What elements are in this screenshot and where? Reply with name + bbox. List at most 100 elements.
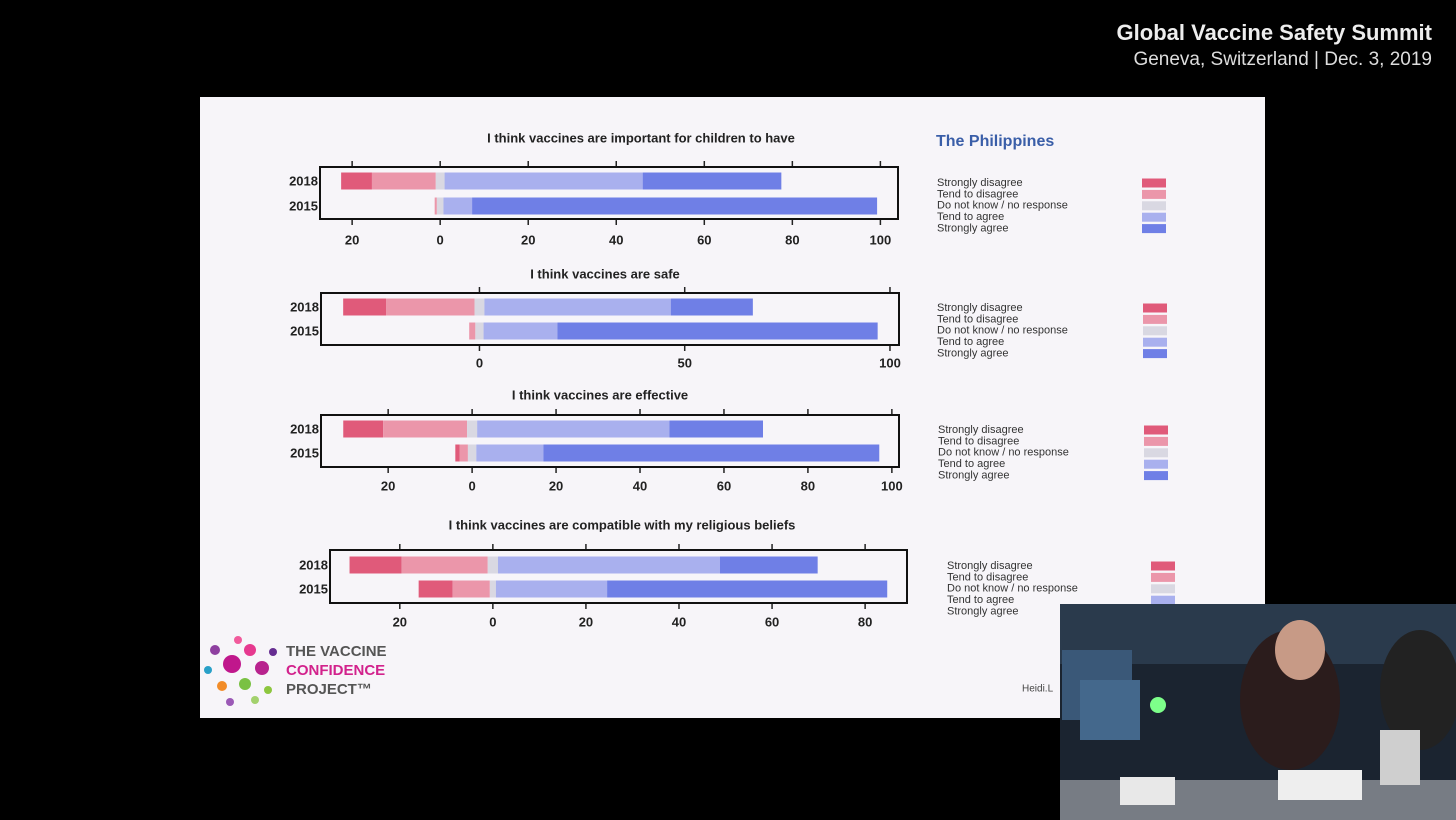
country-title: The Philippines — [936, 133, 1054, 150]
legend-swatch — [1144, 448, 1168, 458]
bar-segment — [401, 556, 488, 574]
x-tick-label: 20 — [521, 232, 535, 247]
legend-swatch — [1143, 337, 1167, 347]
x-tick-label: 100 — [870, 232, 892, 247]
legend-label: Tend to disagree — [937, 313, 1018, 325]
row-label: 2015 — [299, 581, 328, 596]
legend-swatch — [1142, 212, 1166, 222]
plot-frame — [320, 292, 900, 346]
x-tick-label: 80 — [785, 232, 799, 247]
legend-label: Tend to agree — [938, 458, 1005, 470]
legend-swatch — [1151, 584, 1175, 594]
x-tick-label: 60 — [717, 478, 731, 493]
legend-label: Strongly agree — [937, 223, 1009, 235]
bar-segment — [443, 197, 473, 215]
bar-segment — [467, 444, 477, 462]
bar-segment — [383, 420, 468, 438]
bar-segment — [475, 322, 484, 340]
bar-segment — [495, 580, 608, 598]
bar-segment — [607, 580, 888, 598]
logo-text: THE VACCINE — [286, 643, 387, 660]
x-tick-label: 40 — [672, 614, 686, 629]
bar-segment — [459, 444, 468, 462]
row-label: 2018 — [290, 299, 319, 314]
bar-segment — [434, 197, 437, 215]
plot-frame — [320, 414, 900, 468]
legend-label: Do not know / no response — [937, 325, 1068, 337]
legend-swatch — [1142, 189, 1166, 199]
legend-label: Tend to agree — [937, 336, 1004, 348]
x-tick-label: 20 — [549, 478, 563, 493]
row-label: 2018 — [299, 557, 328, 572]
legend-label: Strongly agree — [938, 470, 1010, 482]
bar-segment — [476, 444, 544, 462]
legend-label: Do not know / no response — [947, 583, 1078, 595]
bar-segment — [436, 197, 444, 215]
bar-segment — [343, 420, 384, 438]
legend-label: Strongly disagree — [947, 560, 1033, 572]
x-tick-label: 0 — [437, 232, 444, 247]
chart-title: I think vaccines are compatible with my … — [449, 517, 796, 532]
legend-swatch — [1142, 178, 1166, 188]
bar-segment — [474, 298, 485, 316]
legend-label: Do not know / no response — [937, 200, 1068, 212]
x-tick-label: 50 — [677, 355, 691, 370]
legend-swatch — [1144, 459, 1168, 469]
bar-segment — [719, 556, 818, 574]
legend-swatch — [1151, 595, 1175, 605]
legend-label: Strongly disagree — [937, 177, 1023, 189]
bar-segment — [444, 172, 643, 190]
bar-segment — [483, 322, 558, 340]
legend-label: Do not know / no response — [938, 447, 1069, 459]
x-tick-label: 0 — [468, 478, 475, 493]
legend-swatch — [1143, 314, 1167, 324]
row-label: 2015 — [290, 323, 319, 338]
legend-swatch — [1144, 471, 1168, 481]
x-tick-label: 0 — [489, 614, 496, 629]
legend-swatch — [1142, 201, 1166, 211]
legend-label: Strongly disagree — [938, 424, 1024, 436]
x-tick-label: 100 — [879, 355, 901, 370]
bar-segment — [670, 298, 753, 316]
row-label: 2015 — [289, 198, 318, 213]
row-label: 2018 — [289, 173, 318, 188]
bar-segment — [543, 444, 880, 462]
bar-segment — [489, 580, 496, 598]
legend-swatch — [1143, 326, 1167, 336]
chart-title: I think vaccines are effective — [512, 387, 688, 402]
bar-segment — [557, 322, 878, 340]
x-tick-label: 40 — [633, 478, 647, 493]
x-tick-label: 100 — [881, 478, 903, 493]
legend-swatch — [1144, 425, 1168, 435]
bar-segment — [455, 444, 460, 462]
x-tick-label: 20 — [579, 614, 593, 629]
legend-label: Strongly agree — [947, 606, 1019, 618]
legend-swatch — [1142, 224, 1166, 234]
bar-segment — [349, 556, 402, 574]
plot-frame — [319, 166, 899, 220]
bar-segment — [341, 172, 372, 190]
bar-segment — [497, 556, 720, 574]
legend-label: Strongly agree — [937, 348, 1009, 360]
credit: Heidi.L — [1022, 684, 1054, 695]
legend-label: Tend to agree — [937, 211, 1004, 223]
bar-segment — [452, 580, 490, 598]
bar-segment — [469, 322, 476, 340]
webcam-inset — [1060, 604, 1456, 820]
bar-segment — [418, 580, 453, 598]
bar-segment — [371, 172, 436, 190]
bar-segment — [477, 420, 670, 438]
x-tick-label: 60 — [697, 232, 711, 247]
legend-label: Tend to disagree — [938, 435, 1019, 447]
x-tick-label: 20 — [345, 232, 359, 247]
bar-segment — [343, 298, 387, 316]
bar-segment — [472, 197, 878, 215]
legend-swatch — [1151, 572, 1175, 582]
chart-title: I think vaccines are important for child… — [487, 130, 795, 145]
chart-title: I think vaccines are safe — [530, 266, 680, 281]
plot-frame — [329, 549, 908, 604]
summit-subtitle: Geneva, Switzerland | Dec. 3, 2019 — [1133, 49, 1432, 70]
x-tick-label: 60 — [765, 614, 779, 629]
bar-segment — [642, 172, 782, 190]
